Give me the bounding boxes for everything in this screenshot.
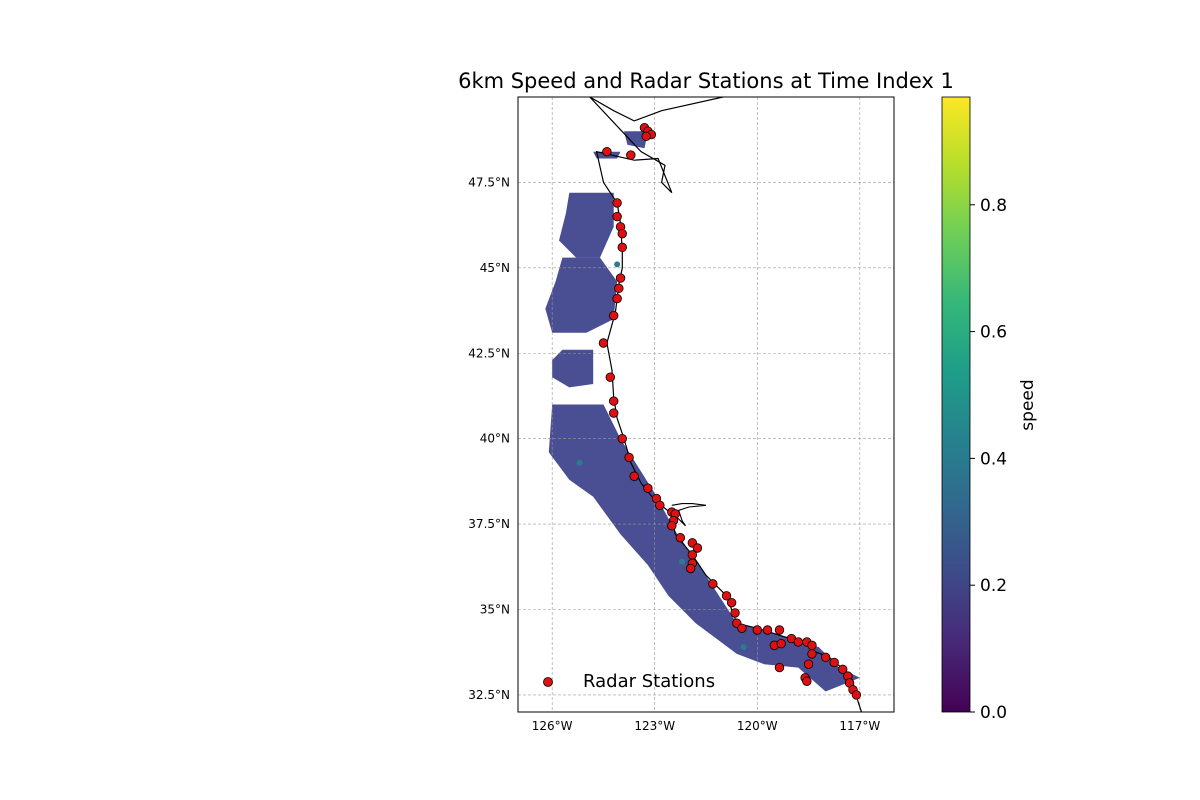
colorbar-tick-label: 0.4	[980, 449, 1007, 469]
lon-tick-label: 117°W	[839, 719, 880, 733]
radar-station-marker	[617, 433, 627, 444]
speed-highlight	[679, 558, 686, 565]
colorbar-label: speed	[1018, 379, 1038, 430]
radar-station-marker	[721, 591, 732, 601]
speed-highlight	[576, 459, 583, 466]
radar-station-marker	[820, 652, 831, 663]
colorbar-tick-label: 0.6	[980, 323, 1007, 343]
colorbar-tick-label: 0.8	[980, 196, 1007, 216]
longitude-labels: 126°W 123°W 120°W 117°W	[532, 719, 881, 733]
radar-station-marker	[774, 662, 785, 673]
lat-tick-label: 32.5°N	[468, 688, 510, 702]
radar-station-marker	[774, 625, 785, 635]
radar-station-marker	[803, 659, 814, 669]
lat-tick-label: 40°N	[480, 432, 510, 446]
radar-station-marker	[776, 638, 786, 649]
colorbar-ticks: 0.0 0.2 0.4 0.6 0.8	[970, 196, 1007, 723]
map-frame	[517, 96, 895, 713]
radar-station-marker	[617, 242, 627, 253]
radar-station-marker	[617, 228, 627, 239]
legend-marker	[543, 677, 553, 687]
speed-highlight	[614, 261, 621, 268]
figure-title: 6km Speed and Radar Stations at Time Ind…	[458, 69, 954, 93]
radar-station-marker	[807, 640, 817, 651]
colorbar-tick-label: 0.2	[980, 576, 1007, 596]
colorbar-gradient	[941, 96, 971, 713]
radar-station-marker	[667, 521, 677, 531]
colorbar: 0.0 0.2 0.4 0.6 0.8 speed	[941, 96, 1038, 723]
radar-station-marker	[614, 283, 624, 294]
lat-tick-label: 45°N	[480, 261, 510, 275]
radar-station-marker	[838, 664, 848, 674]
speed-field-patch	[545, 257, 618, 333]
speed-field-patch	[548, 404, 860, 692]
lon-tick-label: 120°W	[737, 719, 778, 733]
speed-field-patch	[552, 349, 594, 388]
speed-field-patch	[559, 192, 614, 258]
radar-station-marker	[624, 452, 634, 463]
radar-station-marker	[802, 676, 812, 686]
radar-station-marker	[641, 131, 651, 141]
radar-station-marker	[626, 150, 636, 160]
latitude-labels: 32.5°N 35°N 37.5°N 40°N 42.5°N 45°N 47.5°N	[468, 175, 510, 702]
radar-station-marker	[605, 372, 615, 382]
lon-tick-label: 123°W	[634, 719, 675, 733]
lon-tick-label: 126°W	[532, 719, 573, 733]
lat-tick-label: 42.5°N	[468, 346, 510, 360]
map-panel: 32.5°N 35°N 37.5°N 40°N 42.5°N 45°N 47.5°N 126…	[468, 96, 895, 733]
radar-station-marker	[730, 608, 740, 618]
radar-station-marker	[655, 500, 665, 510]
radar-station-marker	[793, 637, 803, 647]
radar-station-marker	[762, 625, 773, 635]
radar-station-marker	[687, 550, 698, 560]
radar-station-marker	[851, 690, 862, 700]
lat-tick-label: 37.5°N	[468, 517, 510, 531]
colorbar-tick-label: 0.0	[980, 703, 1007, 723]
speed-field-layer	[545, 131, 860, 692]
radar-station-marker	[829, 657, 839, 668]
radar-station-marker	[609, 310, 619, 321]
radar-station-marker	[737, 623, 747, 633]
speed-highlight	[740, 644, 747, 651]
legend-label: Radar Stations	[583, 671, 715, 692]
radar-station-marker	[708, 579, 718, 589]
gridlines	[518, 97, 894, 712]
radar-station-marker	[726, 597, 737, 608]
map-legend: Radar Stations	[543, 671, 715, 692]
radar-station-marker	[629, 471, 639, 481]
radar-station-marker	[615, 273, 626, 283]
radar-station-marker	[807, 649, 817, 659]
radar-station-layer	[598, 123, 862, 700]
radar-station-marker	[752, 625, 762, 635]
bay-outline	[671, 503, 707, 527]
radar-station-marker	[692, 543, 703, 553]
radar-station-marker	[598, 338, 609, 348]
radar-station-marker	[602, 146, 612, 157]
lat-tick-label: 35°N	[480, 603, 510, 617]
radar-station-marker	[612, 293, 622, 304]
radar-station-marker	[612, 198, 622, 208]
radar-station-marker	[609, 408, 619, 418]
radar-station-marker	[612, 211, 622, 222]
radar-station-marker	[609, 396, 619, 406]
radar-station-marker	[685, 563, 696, 574]
lat-tick-label: 47.5°N	[468, 175, 510, 189]
radar-station-marker	[675, 533, 686, 543]
radar-station-marker	[643, 483, 653, 493]
